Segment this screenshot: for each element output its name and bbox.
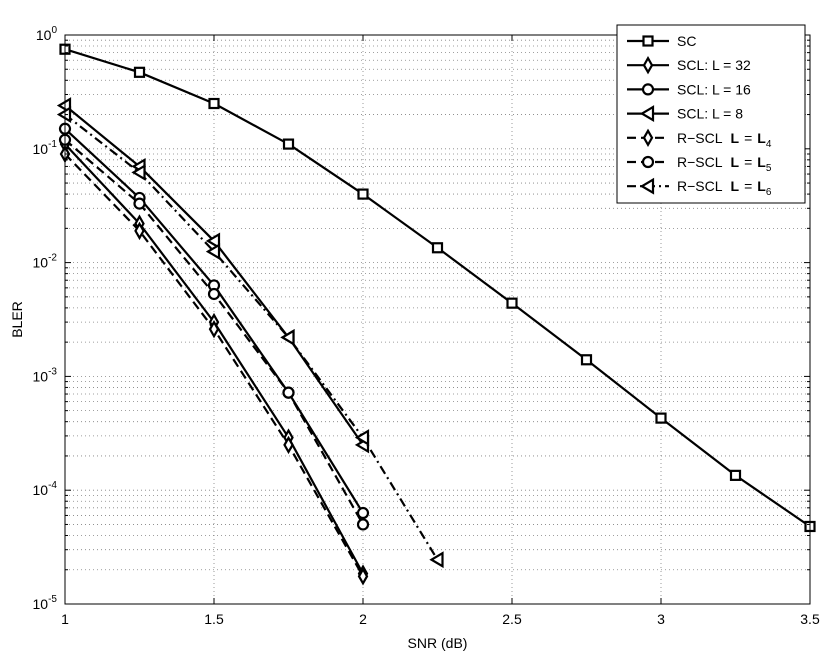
x-tick-label: 2 xyxy=(359,611,367,627)
grid xyxy=(65,35,810,604)
marker-triangle-left xyxy=(354,429,370,447)
legend-label: R−SCL L = L4 xyxy=(677,130,772,150)
marker-diamond xyxy=(642,128,654,148)
x-tick-label: 3.5 xyxy=(800,611,820,627)
marker-triangle-left xyxy=(205,232,221,250)
marker-diamond xyxy=(208,319,220,339)
marker-triangle-left xyxy=(639,105,655,123)
marker-circle xyxy=(207,287,221,301)
marker-triangle-left xyxy=(131,163,146,181)
legend-label: R−SCL L = L6 xyxy=(677,178,772,198)
marker-triangle-left xyxy=(429,551,444,569)
marker-triangle-left xyxy=(639,177,655,195)
marker-circle xyxy=(133,197,146,210)
legend-entry: R−SCL L = L6 xyxy=(627,177,772,198)
legend-label: SCL: L = 16 xyxy=(677,81,751,97)
marker-diamond xyxy=(283,435,294,455)
marker-circle xyxy=(356,506,370,520)
marker-triangle-left xyxy=(280,329,295,346)
y-tick-label: 100 xyxy=(36,25,58,43)
legend-entry: R−SCL L = L4 xyxy=(627,128,772,150)
marker-square xyxy=(580,354,593,366)
marker-square xyxy=(431,242,444,254)
marker-circle xyxy=(641,83,655,96)
legend-label: SC xyxy=(677,33,696,49)
legend-entry: SC xyxy=(627,33,696,49)
marker-circle xyxy=(356,518,370,531)
marker-square xyxy=(133,66,146,78)
marker-square xyxy=(208,97,220,110)
marker-circle xyxy=(641,155,655,169)
y-tick-label: 10-2 xyxy=(33,253,58,271)
marker-square xyxy=(655,412,667,424)
x-tick-label: 3 xyxy=(657,611,665,627)
marker-diamond xyxy=(134,221,145,241)
x-tick-label: 2.5 xyxy=(502,611,522,627)
marker-square xyxy=(506,297,518,309)
marker-square xyxy=(282,138,295,150)
y-tick-label: 10-5 xyxy=(33,594,58,612)
x-axis-label: SNR (dB) xyxy=(408,635,468,651)
legend-label: SCL: L = 8 xyxy=(677,106,743,122)
y-tick-label: 10-1 xyxy=(33,139,58,157)
marker-square xyxy=(642,35,654,47)
y-tick-label: 10-4 xyxy=(33,480,58,498)
marker-triangle-left xyxy=(205,243,221,260)
series-layer xyxy=(56,43,816,586)
axis-ticks: 1 1.5 2 2.5 3 3.5 10-5 10-4 10-3 10-2 10-1 100 xyxy=(33,25,820,627)
x-tick-label: 1.5 xyxy=(204,611,224,627)
marker-square xyxy=(357,188,369,200)
legend: SC SCL: L = 32 SCL: L = 16 SCL: L = 8 R−SCL L… xyxy=(616,24,806,204)
y-tick-label: 10-3 xyxy=(33,366,58,384)
y-axis-label: BLER xyxy=(9,301,25,338)
legend-entry: R−SCL L = L5 xyxy=(627,154,772,174)
marker-square xyxy=(729,469,742,481)
legend-entry: SCL: L = 16 xyxy=(627,81,751,97)
legend-entry: SCL: L = 8 xyxy=(627,105,743,123)
legend-label: SCL: L = 32 xyxy=(677,57,751,73)
marker-circle xyxy=(282,386,295,399)
series-line xyxy=(64,113,439,561)
x-tick-label: 1 xyxy=(61,611,69,627)
marker-diamond xyxy=(642,55,654,75)
series-7 xyxy=(56,106,444,569)
legend-entry: SCL: L = 32 xyxy=(627,55,751,75)
legend-label: R−SCL L = L5 xyxy=(677,154,772,174)
marker-diamond xyxy=(357,567,369,586)
plot-frame xyxy=(64,34,811,605)
